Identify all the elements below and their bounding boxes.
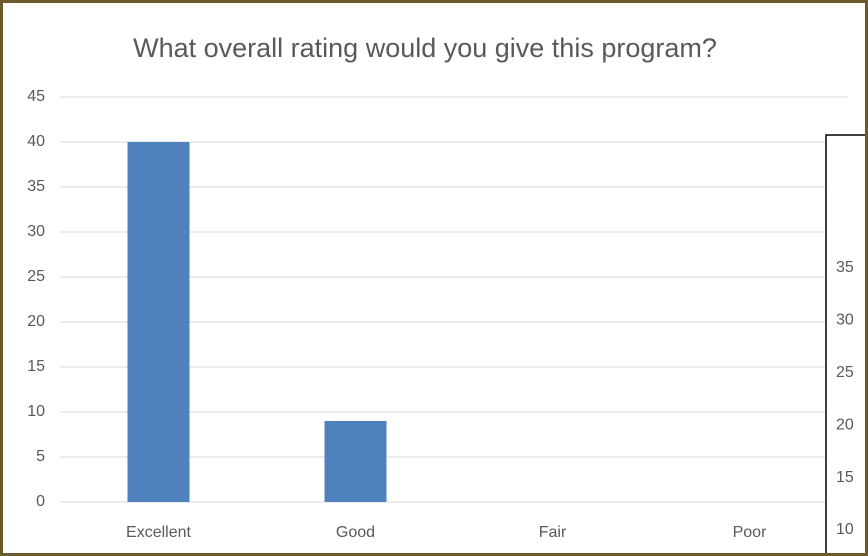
y-tick-label: 25 xyxy=(27,268,45,285)
y-tick-label: 20 xyxy=(836,416,854,433)
y-tick-label: 30 xyxy=(27,223,45,240)
y-tick-label: 10 xyxy=(27,403,45,420)
y-tick-label: 15 xyxy=(27,358,45,375)
y-tick-label: 10 xyxy=(836,521,854,538)
y-tick-label: 30 xyxy=(836,312,854,329)
y-tick-label: 45 xyxy=(27,88,45,105)
x-tick-label: Poor xyxy=(733,524,767,541)
x-tick-label: Good xyxy=(336,524,375,541)
plot: 0 5 10 15 20 25 30 35 40 45 Excellent Good Fair Poor xyxy=(27,88,848,541)
y-tick-label: 20 xyxy=(27,313,45,330)
y-tick-label: 35 xyxy=(27,178,45,195)
y-tick-label: 25 xyxy=(836,364,854,381)
y-tick-label: 40 xyxy=(27,133,45,150)
overlapping-chart xyxy=(825,134,868,556)
y-tick-label: 35 xyxy=(836,259,854,276)
overlapping-axis: 10 15 20 25 30 35 xyxy=(836,259,854,538)
bar xyxy=(127,142,190,502)
bar xyxy=(324,421,387,502)
x-tick-label: Excellent xyxy=(126,524,191,541)
y-tick-label: 15 xyxy=(836,469,854,486)
chart-title: What overall rating would you give this … xyxy=(133,33,717,63)
x-tick-label: Fair xyxy=(539,524,567,541)
y-tick-label: 5 xyxy=(36,448,45,465)
y-tick-label: 0 xyxy=(36,493,45,510)
